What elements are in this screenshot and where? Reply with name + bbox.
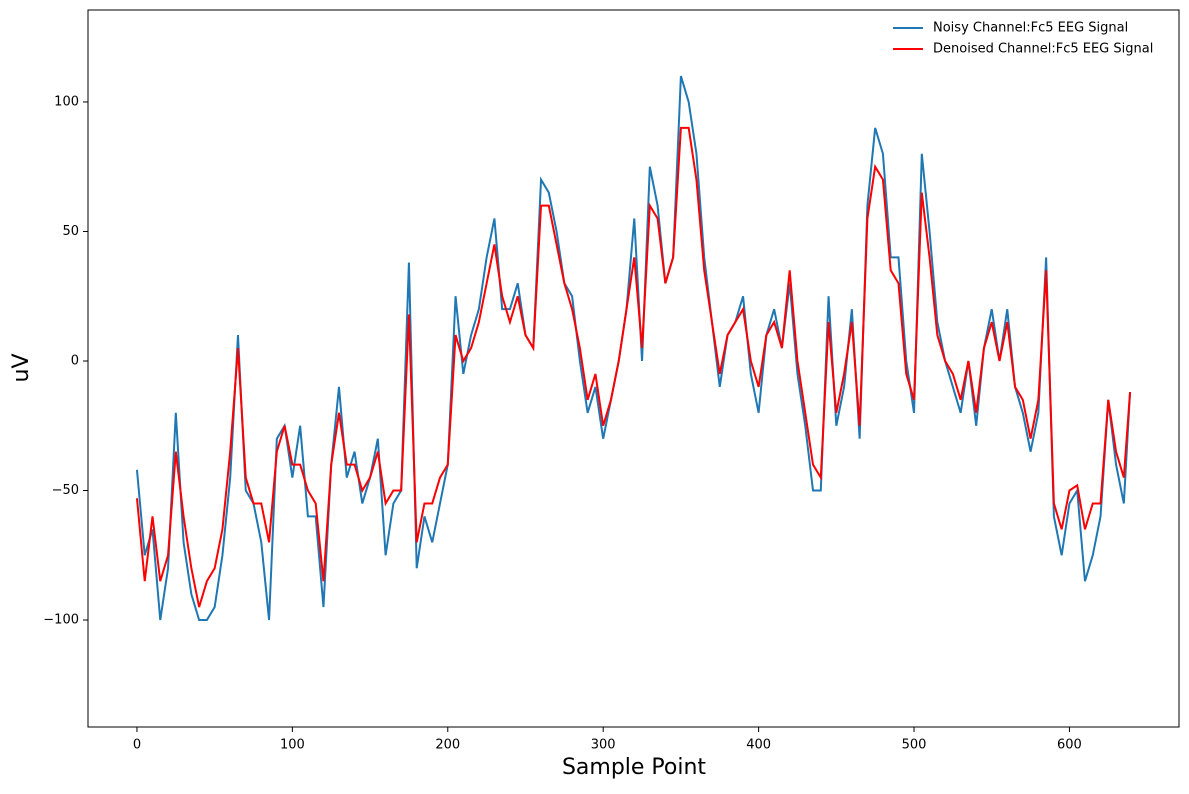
- x-tick-label: 400: [746, 738, 771, 753]
- line: [135, 126, 1132, 608]
- y-tick-label: 100: [54, 94, 79, 109]
- y-tick-label: 50: [62, 224, 79, 239]
- x-axis-label: Sample Point: [562, 755, 706, 780]
- legend-label: Noisy Channel:Fc5 EEG Signal: [933, 21, 1128, 36]
- y-axis-label: uV: [9, 354, 34, 383]
- y-tick-label: −50: [52, 483, 79, 498]
- plot-frame: [87, 9, 1180, 728]
- x-tick-label: 500: [902, 738, 927, 753]
- x-tick-label: 300: [591, 738, 616, 753]
- x-tick-label: 200: [435, 738, 460, 753]
- x-tick-label: 0: [133, 738, 141, 753]
- line: [135, 75, 1132, 622]
- y-tick-label: 0: [71, 353, 79, 368]
- x-tick-label: 100: [280, 738, 305, 753]
- x-tick-label: 600: [1057, 738, 1082, 753]
- y-tick-label: −100: [43, 613, 79, 628]
- legend-label: Denoised Channel:Fc5 EEG Signal: [933, 42, 1153, 57]
